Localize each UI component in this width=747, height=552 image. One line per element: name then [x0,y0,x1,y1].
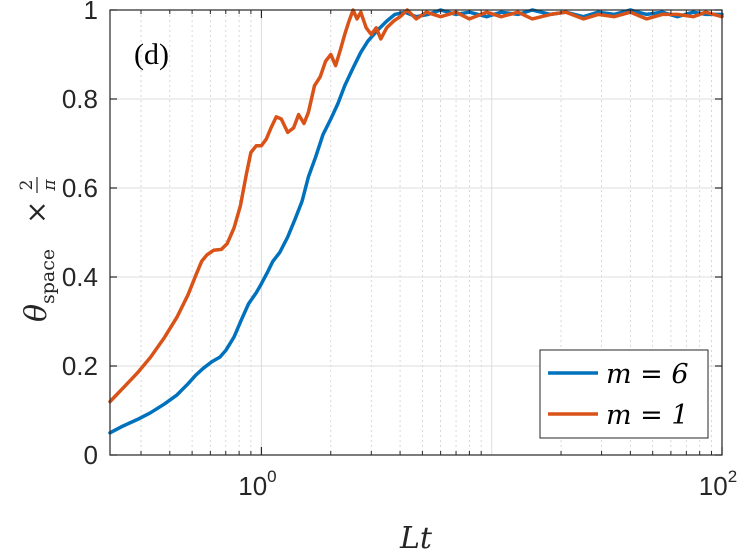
y-tick-labels: 0 0.2 0.4 0.6 0.8 1 [62,0,98,470]
y-axis-label-subscript: space [37,249,59,304]
y-tick-label: 0 [84,440,98,470]
legend-label-m1: m = 1 [606,400,689,431]
y-tick-label: 0.2 [62,351,98,381]
y-axis-label-frac-num: 2 [17,180,37,191]
series-line-m1 [108,8,724,404]
y-tick-label: 0.6 [62,173,98,203]
y-tick-label: 1 [84,0,98,25]
y-axis-label-frac-den: π [40,179,60,192]
y-tick-label: 0.4 [62,262,98,292]
x-tick-label: 100 [238,467,276,501]
legend-label-m6: m = 6 [606,359,689,390]
series-layer [108,8,724,435]
y-axis-label-symbol: θ [19,304,54,322]
legend: m = 6 m = 1 [539,349,709,439]
x-axis-label: Lt [399,521,433,552]
plot-frame [109,9,723,456]
y-axis-label: θ space × 2 π [17,177,60,322]
axis-ticks [110,9,723,456]
y-axis-label-times: × [20,201,53,224]
x-tick-label: 102 [699,467,737,501]
legend-box [539,349,709,439]
y-tick-label: 0.8 [62,84,98,114]
x-tick-labels: 100 102 [238,467,737,501]
panel-label: (d) [134,38,169,71]
